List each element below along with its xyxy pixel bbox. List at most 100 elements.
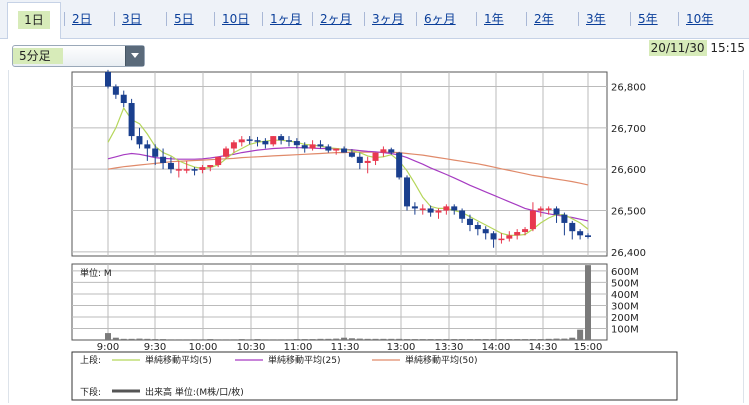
ma50-line xyxy=(107,151,589,186)
candle-body xyxy=(466,218,473,225)
volume-tick-label: 300M xyxy=(611,301,639,312)
tab-13[interactable]: 5年 xyxy=(638,12,658,26)
candle-body xyxy=(285,140,292,142)
tab-8[interactable]: 3ヶ月 xyxy=(372,12,404,26)
legend-ma50-label: 単純移動平均(50) xyxy=(405,354,477,366)
volume-bar xyxy=(285,339,292,340)
volume-bars xyxy=(105,265,591,340)
volume-bar xyxy=(356,338,363,340)
legend-ma25-label: 単純移動平均(25) xyxy=(268,354,340,366)
interval-select-value: 5分足 xyxy=(13,48,63,64)
volume-bar xyxy=(341,337,348,340)
candle-body xyxy=(498,238,505,241)
tab-2[interactable]: 2日 xyxy=(72,12,92,26)
candle-body xyxy=(404,177,411,207)
candle-body xyxy=(333,148,340,151)
price-grid xyxy=(71,71,608,257)
tab-separator xyxy=(630,12,631,26)
price-tick-label: 26,800 xyxy=(611,82,646,93)
volume-bar xyxy=(167,339,174,340)
tab-3[interactable]: 3日 xyxy=(122,12,142,26)
volume-bar xyxy=(270,339,277,340)
candle-body xyxy=(105,72,111,87)
candle-body xyxy=(585,235,591,237)
tab-separator xyxy=(64,12,65,26)
candle-body xyxy=(577,231,584,236)
candle-body xyxy=(364,160,371,163)
candle-body xyxy=(246,139,253,141)
volume-bar xyxy=(364,338,371,340)
tab-12[interactable]: 3年 xyxy=(586,12,606,26)
candle-body xyxy=(112,86,119,95)
tab-5[interactable]: 10日 xyxy=(222,12,250,26)
candle-body xyxy=(537,208,544,211)
candle-body xyxy=(529,210,536,230)
volume-bar xyxy=(105,333,111,340)
candle-body xyxy=(356,156,363,163)
candle-body xyxy=(451,206,458,211)
tab-4[interactable]: 5日 xyxy=(174,12,194,26)
candle-body xyxy=(175,169,182,171)
volume-bar xyxy=(380,338,387,340)
volume-bar xyxy=(459,339,466,340)
time-tick-label: 14:30 xyxy=(529,342,558,353)
time-tick-label: 11:30 xyxy=(331,342,360,353)
tab-7[interactable]: 2ヶ月 xyxy=(320,12,352,26)
volume-bar xyxy=(411,339,418,340)
candle-body xyxy=(301,145,308,149)
volume-tick-label: 600M xyxy=(611,267,639,278)
candle-body xyxy=(207,165,214,168)
candle-body xyxy=(341,148,348,153)
volume-grid xyxy=(71,263,608,341)
ma5-line xyxy=(107,106,589,236)
candles xyxy=(105,69,591,248)
timestamp-time: 15:15 xyxy=(710,41,745,55)
tab-separator xyxy=(262,12,263,26)
volume-bar xyxy=(301,339,308,340)
volume-tick-label: 500M xyxy=(611,278,639,289)
tab-1[interactable]: 1日 xyxy=(7,2,61,39)
volume-bar xyxy=(404,339,411,340)
candle-body xyxy=(545,208,552,210)
tab-separator xyxy=(114,12,115,26)
candle-body xyxy=(443,206,450,211)
tab-6[interactable]: 1ヶ月 xyxy=(270,12,302,26)
candle-body xyxy=(419,208,426,210)
candle-body xyxy=(506,235,513,239)
time-tick-label: 11:00 xyxy=(284,342,313,353)
volume-bar xyxy=(333,338,340,340)
period-tabs: 1日 2日 3日 5日 10日 1ヶ月 2ヶ月 3ヶ月 6ヶ月 1年 2年 3年 5年 10年 xyxy=(0,0,749,39)
chevron-down-icon[interactable] xyxy=(125,46,144,66)
volume-bar xyxy=(175,339,182,340)
tab-11[interactable]: 2年 xyxy=(534,12,554,26)
candle-body xyxy=(317,144,324,147)
volume-bar xyxy=(120,338,127,340)
candle-body xyxy=(120,94,127,104)
tab-separator xyxy=(312,12,313,26)
volume-bar xyxy=(443,339,450,340)
tab-1-label: 1日 xyxy=(18,11,50,29)
volume-tick-label: 100M xyxy=(611,324,639,335)
interval-select[interactable]: 5分足 xyxy=(12,45,145,67)
time-tick-label: 13:30 xyxy=(435,342,464,353)
volume-bar xyxy=(545,338,552,340)
candle-body xyxy=(459,210,466,219)
tab-separator xyxy=(678,12,679,26)
candle-body xyxy=(183,169,190,171)
tab-10[interactable]: 1年 xyxy=(484,12,504,26)
volume-bar xyxy=(466,339,473,340)
time-tick-label: 10:00 xyxy=(189,342,218,353)
tab-14[interactable]: 10年 xyxy=(686,12,714,26)
tab-separator xyxy=(578,12,579,26)
legend-upper-label: 上段: xyxy=(80,354,101,366)
legend-box xyxy=(71,351,678,401)
volume-tick-label: 400M xyxy=(611,290,639,301)
candle-body xyxy=(278,136,285,141)
tab-9[interactable]: 6ヶ月 xyxy=(424,12,456,26)
candle-body xyxy=(254,140,261,142)
volume-bar xyxy=(207,339,214,340)
candle-body xyxy=(128,103,135,137)
volume-bar xyxy=(522,339,529,340)
volume-tick-label: 200M xyxy=(611,313,639,324)
